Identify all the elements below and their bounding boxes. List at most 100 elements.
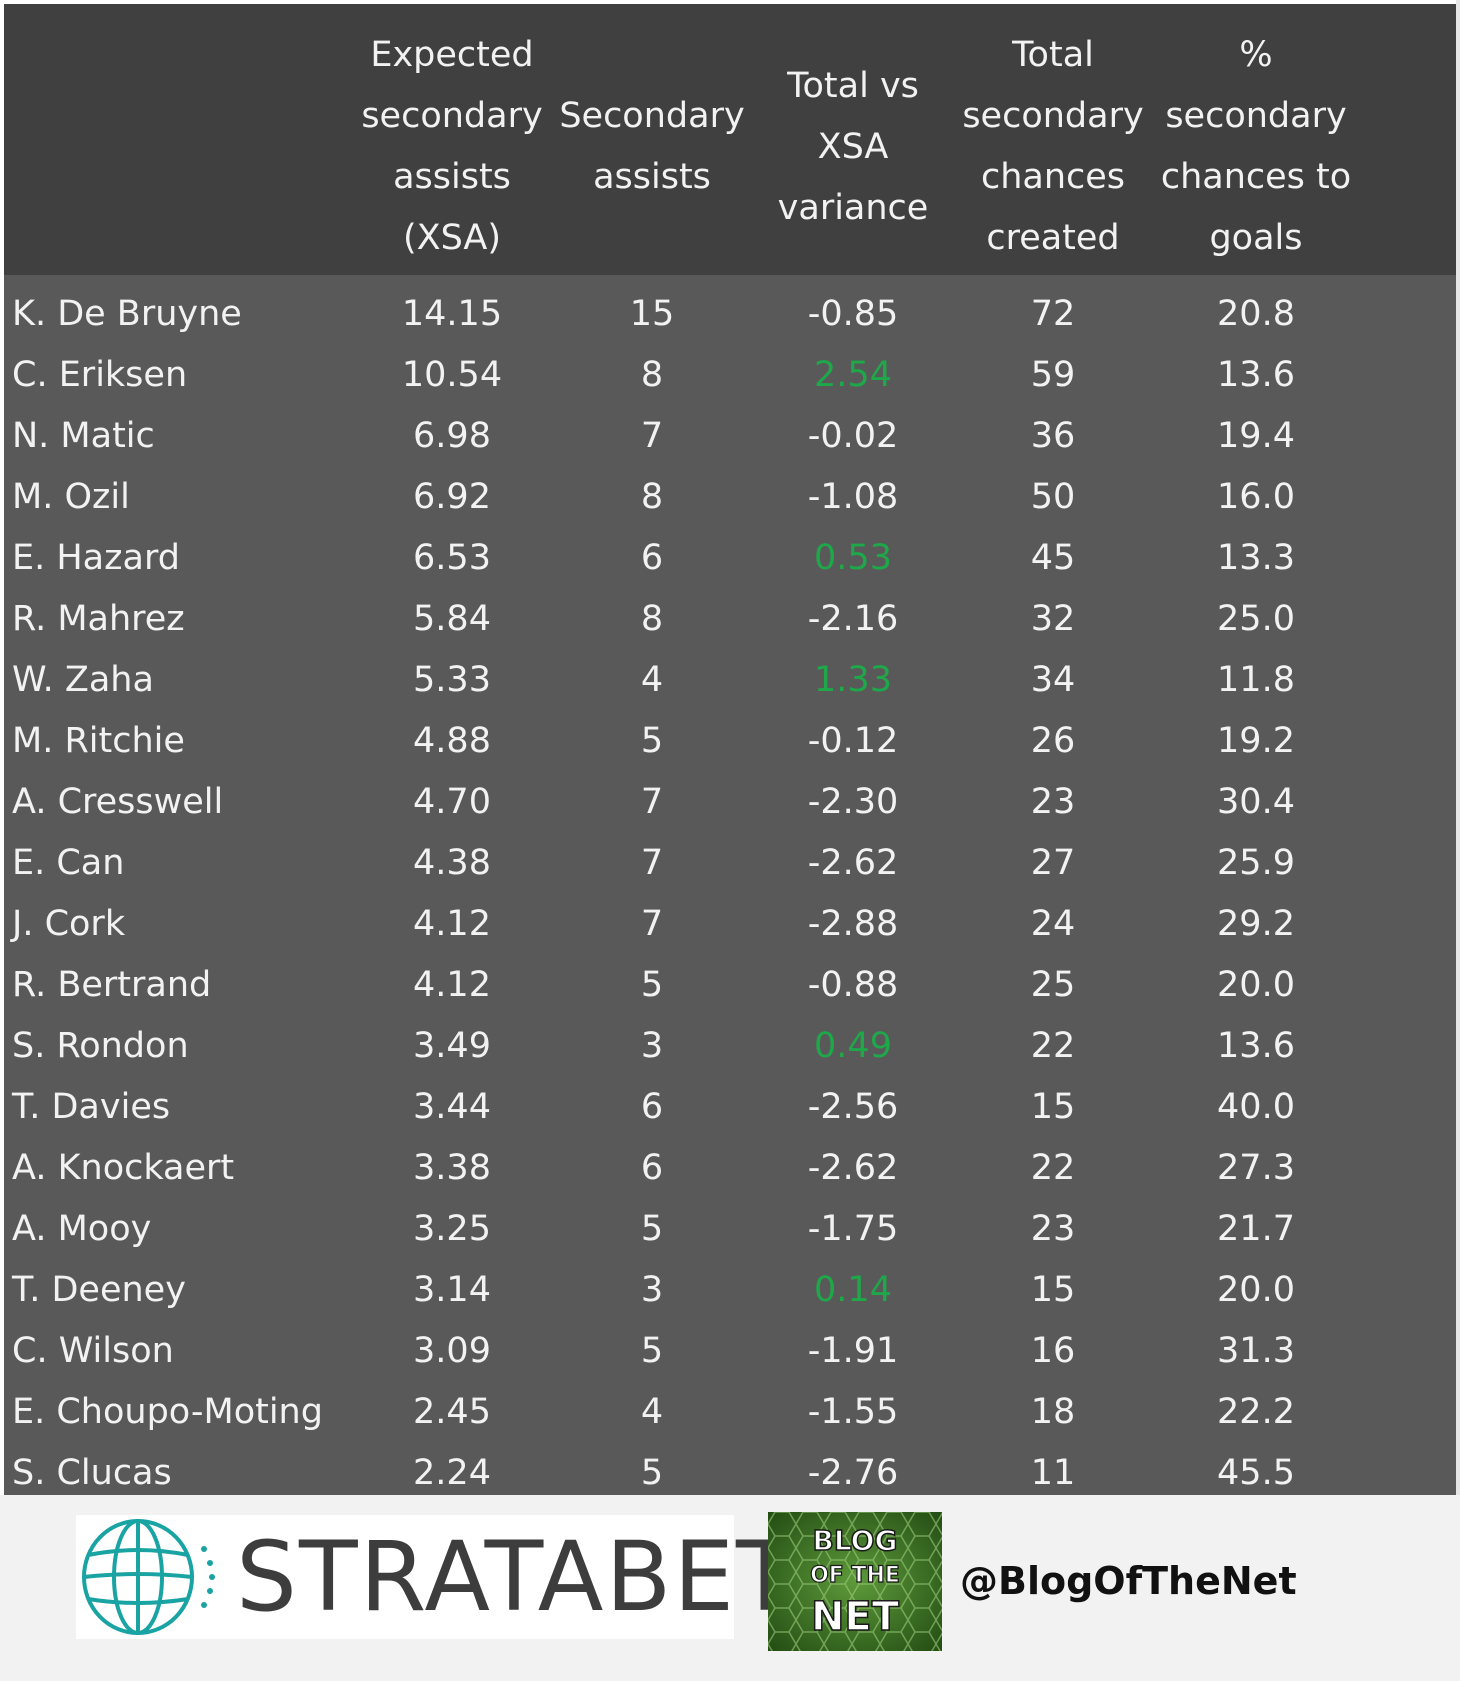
cell-player: S. Rondon <box>12 1026 189 1066</box>
cell-pct: 13.3 <box>1217 538 1295 578</box>
cell-variance: -0.85 <box>807 294 899 334</box>
cell-pct: 31.3 <box>1217 1331 1295 1371</box>
cell-player: C. Eriksen <box>12 355 188 395</box>
cell-xsa: 14.15 <box>401 294 503 334</box>
cell-player: A. Cresswell <box>12 782 224 822</box>
table-row: N. Matic 6.98 7 -0.02 36 19.4 <box>4 406 1456 467</box>
cell-xsa: 4.12 <box>413 965 491 1005</box>
cell-sa: 6 <box>640 538 664 578</box>
cell-chances: 50 <box>1030 477 1076 517</box>
cell-sa: 8 <box>640 599 664 639</box>
cell-pct: 19.4 <box>1217 416 1295 456</box>
table-row: C. Eriksen 10.54 8 2.54 59 13.6 <box>4 345 1456 406</box>
stats-table: Expected secondary assists (XSA) Secondar… <box>4 4 1456 1495</box>
cell-pct: 19.2 <box>1217 721 1295 761</box>
cell-pct: 13.6 <box>1217 1026 1295 1066</box>
table-row: S. Rondon 3.49 3 0.49 22 13.6 <box>4 1016 1456 1077</box>
cell-pct: 29.2 <box>1217 904 1295 944</box>
cell-pct: 45.5 <box>1217 1453 1295 1493</box>
cell-player: T. Davies <box>12 1087 171 1127</box>
cell-xsa: 4.88 <box>413 721 491 761</box>
cell-player: A. Knockaert <box>12 1148 235 1188</box>
cell-variance: -2.76 <box>807 1453 899 1493</box>
table-row: T. Deeney 3.14 3 0.14 15 20.0 <box>4 1260 1456 1321</box>
column-header-5: % secondary chances to goals <box>1160 35 1352 258</box>
cell-sa: 7 <box>640 416 664 456</box>
cell-player: E. Hazard <box>12 538 180 578</box>
cell-chances: 16 <box>1030 1331 1076 1371</box>
cell-sa: 3 <box>640 1026 664 1066</box>
cell-player: J. Cork <box>12 904 126 944</box>
cell-chances: 23 <box>1030 1209 1076 1249</box>
cell-chances: 59 <box>1030 355 1076 395</box>
cell-sa: 5 <box>640 721 664 761</box>
cell-player: E. Can <box>12 843 125 883</box>
cell-chances: 18 <box>1030 1392 1076 1432</box>
table-row: M. Ozil 6.92 8 -1.08 50 16.0 <box>4 467 1456 528</box>
cell-pct: 20.0 <box>1217 965 1295 1005</box>
cell-pct: 30.4 <box>1217 782 1295 822</box>
cell-player: C. Wilson <box>12 1331 174 1371</box>
cell-variance: -2.30 <box>807 782 899 822</box>
cell-chances: 45 <box>1030 538 1076 578</box>
cell-sa: 5 <box>640 965 664 1005</box>
table-row: R. Mahrez 5.84 8 -2.16 32 25.0 <box>4 589 1456 650</box>
table-row: S. Clucas 2.24 5 -2.76 11 45.5 <box>4 1443 1456 1504</box>
cell-variance: 0.14 <box>814 1270 892 1310</box>
table-row: K. De Bruyne 14.15 15 -0.85 72 20.8 <box>4 284 1456 345</box>
stratabet-logo: STRATABET <box>76 1515 795 1639</box>
cell-xsa: 2.24 <box>413 1453 491 1493</box>
column-header-4: Total secondary chances created <box>962 35 1144 258</box>
cell-variance: -2.88 <box>807 904 899 944</box>
cell-pct: 16.0 <box>1217 477 1295 517</box>
cell-xsa: 3.49 <box>413 1026 491 1066</box>
cell-xsa: 3.38 <box>413 1148 491 1188</box>
cell-sa: 4 <box>640 660 664 700</box>
cell-player: R. Mahrez <box>12 599 185 639</box>
cell-xsa: 2.45 <box>413 1392 491 1432</box>
spreadsheet-area: Expected secondary assists (XSA) Secondar… <box>0 0 1460 1495</box>
cell-sa: 4 <box>640 1392 664 1432</box>
footer-logos: STRATABET BLOG OF THE NET @BlogOfTheNet <box>0 1495 1460 1681</box>
cell-chances: 72 <box>1030 294 1076 334</box>
cell-variance: 0.49 <box>814 1026 892 1066</box>
cell-sa: 5 <box>640 1453 664 1493</box>
cell-xsa: 4.38 <box>413 843 491 883</box>
table-row: M. Ritchie 4.88 5 -0.12 26 19.2 <box>4 711 1456 772</box>
table-row: E. Hazard 6.53 6 0.53 45 13.3 <box>4 528 1456 589</box>
cell-sa: 3 <box>640 1270 664 1310</box>
cell-pct: 20.8 <box>1217 294 1295 334</box>
table-row: J. Cork 4.12 7 -2.88 24 29.2 <box>4 894 1456 955</box>
cell-player: M. Ozil <box>12 477 130 517</box>
cell-pct: 27.3 <box>1217 1148 1295 1188</box>
cell-player: W. Zaha <box>12 660 154 700</box>
cell-chances: 22 <box>1030 1026 1076 1066</box>
cell-player: S. Clucas <box>12 1453 172 1493</box>
cell-chances: 23 <box>1030 782 1076 822</box>
cell-variance: 2.54 <box>814 355 892 395</box>
cell-variance: -2.62 <box>807 1148 899 1188</box>
cell-variance: -2.56 <box>807 1087 899 1127</box>
cell-variance: 1.33 <box>814 660 892 700</box>
cell-player: A. Mooy <box>12 1209 152 1249</box>
stratabet-wordmark: STRATABET <box>236 1521 797 1633</box>
blog-logo-line-2: OF THE <box>810 1563 900 1588</box>
cell-player: R. Bertrand <box>12 965 212 1005</box>
column-header-3: Total vs XSA variance <box>777 65 929 228</box>
cell-sa: 15 <box>629 294 675 334</box>
cell-sa: 5 <box>640 1209 664 1249</box>
cell-variance: -0.02 <box>807 416 899 456</box>
table-row: A. Cresswell 4.70 7 -2.30 23 30.4 <box>4 772 1456 833</box>
cell-xsa: 3.44 <box>413 1087 491 1127</box>
table-row: T. Davies 3.44 6 -2.56 15 40.0 <box>4 1077 1456 1138</box>
table-row: W. Zaha 5.33 4 1.33 34 11.8 <box>4 650 1456 711</box>
cell-xsa: 6.53 <box>413 538 491 578</box>
column-header-1: Expected secondary assists (XSA) <box>361 35 543 258</box>
cell-chances: 32 <box>1030 599 1076 639</box>
cell-xsa: 4.12 <box>413 904 491 944</box>
sheet-edge <box>1456 0 1460 1495</box>
cell-variance: -1.08 <box>807 477 899 517</box>
cell-chances: 27 <box>1030 843 1076 883</box>
cell-sa: 5 <box>640 1331 664 1371</box>
cell-chances: 25 <box>1030 965 1076 1005</box>
